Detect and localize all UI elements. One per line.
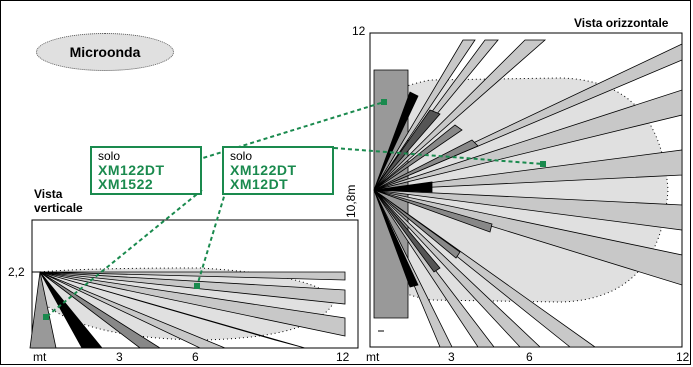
horizontal-x-tick: 3 (448, 350, 455, 364)
horizontal-view-title: Vista orizzontale (574, 16, 669, 30)
horizontal-beam (373, 89, 683, 191)
horizontal-axis-ticks (370, 32, 384, 332)
vertical-x-tick: 12 (336, 350, 350, 364)
callout-marker (540, 161, 546, 167)
vertical-beam (39, 271, 103, 349)
vertical-view-title: Vista verticale (34, 187, 83, 215)
callout-marker (194, 283, 200, 289)
horizontal-x-tick: 12 (676, 350, 690, 364)
vertical-beam (29, 271, 57, 349)
horizontal-beam (373, 109, 441, 191)
callout-markers (43, 99, 546, 320)
horizontal-beam (373, 189, 493, 233)
horizontal-x-tick: mt (366, 350, 380, 364)
callout-line (45, 189, 203, 318)
badge-model: XM122DT (230, 162, 297, 178)
horizontal-beam (373, 189, 441, 273)
badge-prefix: solo (98, 149, 121, 163)
horizontal-y-top-tick: 12 (352, 24, 366, 38)
vertical-y-tick: 2,2 (8, 265, 25, 279)
horizontal-beam (373, 189, 683, 231)
vertical-x-tick: 3 (116, 350, 123, 364)
badge-model: XM12DT (230, 176, 289, 192)
vertical-x-tick: 6 (192, 350, 199, 364)
vertical-beam (39, 271, 346, 305)
horizontal-x-tick: 6 (526, 350, 533, 364)
horizontal-beam (373, 189, 542, 348)
vertical-view-title-line2: verticale (34, 201, 83, 215)
horizontal-beam (373, 189, 461, 259)
vertical-beam (39, 271, 346, 281)
horizontal-beam (373, 181, 433, 193)
microwave-label: Microonda (36, 33, 174, 71)
model-badge-1: solo XM122DT XM1522 (90, 146, 202, 195)
callout-marker (381, 99, 387, 105)
horizontal-beam (373, 139, 479, 191)
horizontal-beam (373, 189, 597, 348)
vertical-beam (39, 271, 226, 349)
vertical-beams (29, 271, 346, 349)
vertical-x-tick: mt (33, 350, 47, 364)
vertical-beam (39, 271, 162, 349)
vertical-view-title-line1: Vista (34, 187, 63, 201)
badge-model: XM122DT (98, 162, 165, 178)
horizontal-beam (373, 149, 683, 191)
microwave-label-text: Microonda (69, 44, 141, 60)
horizontal-view (369, 32, 683, 348)
horizontal-beam (373, 91, 419, 191)
callout-line (196, 189, 227, 287)
model-badge-2: solo XM122DT XM12DT (222, 146, 334, 195)
vertical-beam (39, 271, 346, 337)
badge-prefix: solo (230, 149, 253, 163)
horizontal-beam (373, 124, 463, 191)
horizontal-y-side-label: 10,8m (344, 184, 358, 218)
callout-line (189, 101, 385, 163)
callout-marker (43, 314, 49, 320)
horizontal-beam (373, 39, 547, 191)
badge-model: XM1522 (98, 176, 154, 192)
horizontal-beam (373, 189, 419, 288)
vertical-beam (39, 271, 306, 349)
callout-lines (45, 101, 544, 318)
